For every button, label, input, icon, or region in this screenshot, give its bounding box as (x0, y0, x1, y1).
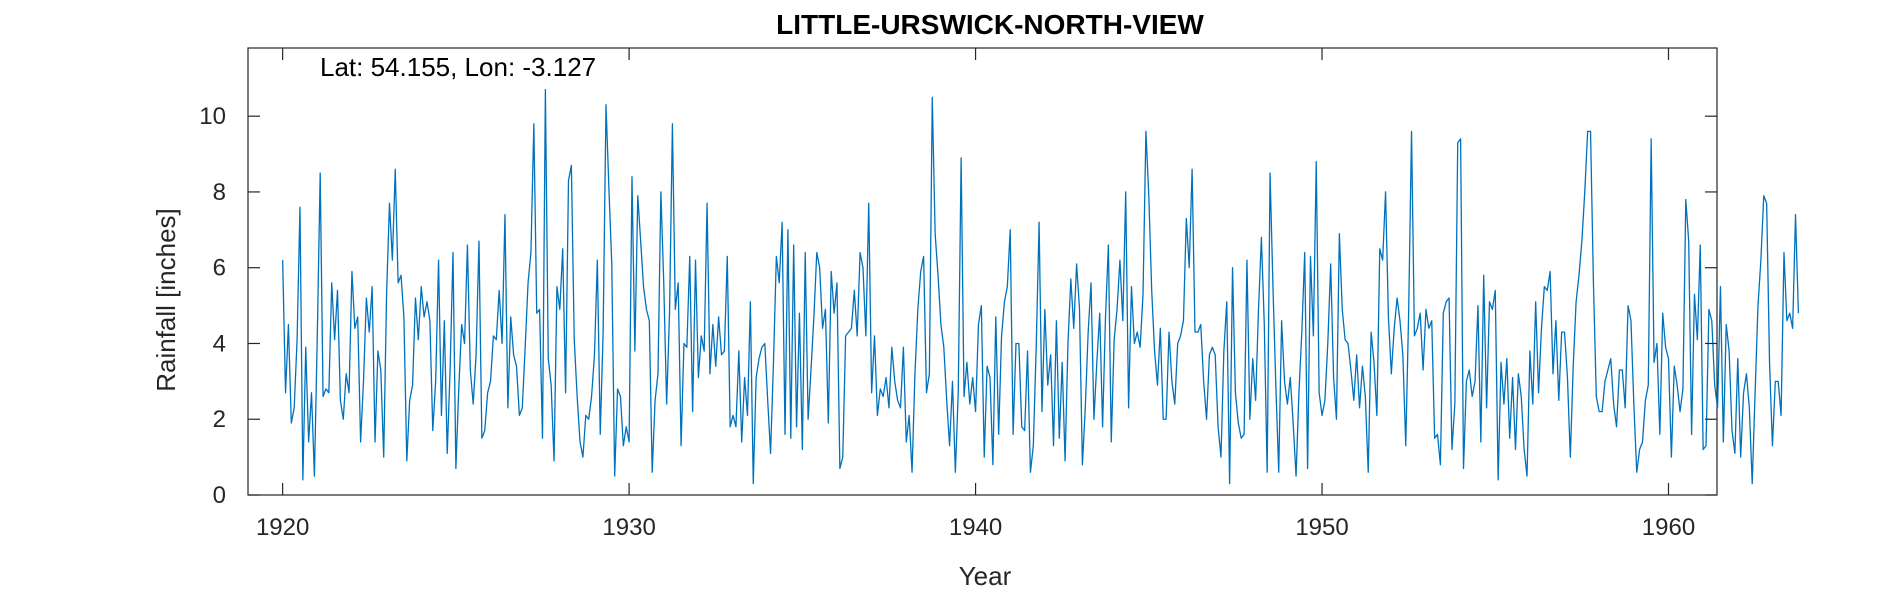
x-tick-label: 1920 (256, 514, 309, 541)
y-tick-label: 10 (199, 103, 226, 130)
y-tick-label: 8 (213, 179, 226, 206)
x-tick-label: 1940 (949, 514, 1002, 541)
y-axis-title: Rainfall [inches] (151, 208, 181, 392)
series-layer (282, 89, 1800, 485)
y-tick-label: 4 (213, 330, 226, 357)
plot-box (247, 47, 1718, 496)
x-axis-title: Year (959, 561, 1012, 591)
rainfall-series-line (282, 89, 1800, 485)
chart-title: LITTLE-URSWICK-NORTH-VIEW (776, 9, 1204, 40)
plot-area (247, 47, 1718, 496)
x-tick-label: 1930 (602, 514, 655, 541)
location-annotation: Lat: 54.155, Lon: -3.127 (320, 52, 596, 82)
y-tick-label: 0 (213, 482, 226, 509)
x-tick-label: 1960 (1642, 514, 1695, 541)
y-tick-label: 6 (213, 255, 226, 282)
axis-ticks: 1920 1930 1940 1950 1960 0 2 4 6 8 10 (199, 48, 1717, 541)
x-tick-label: 1950 (1295, 514, 1348, 541)
y-tick-label: 2 (213, 406, 226, 433)
